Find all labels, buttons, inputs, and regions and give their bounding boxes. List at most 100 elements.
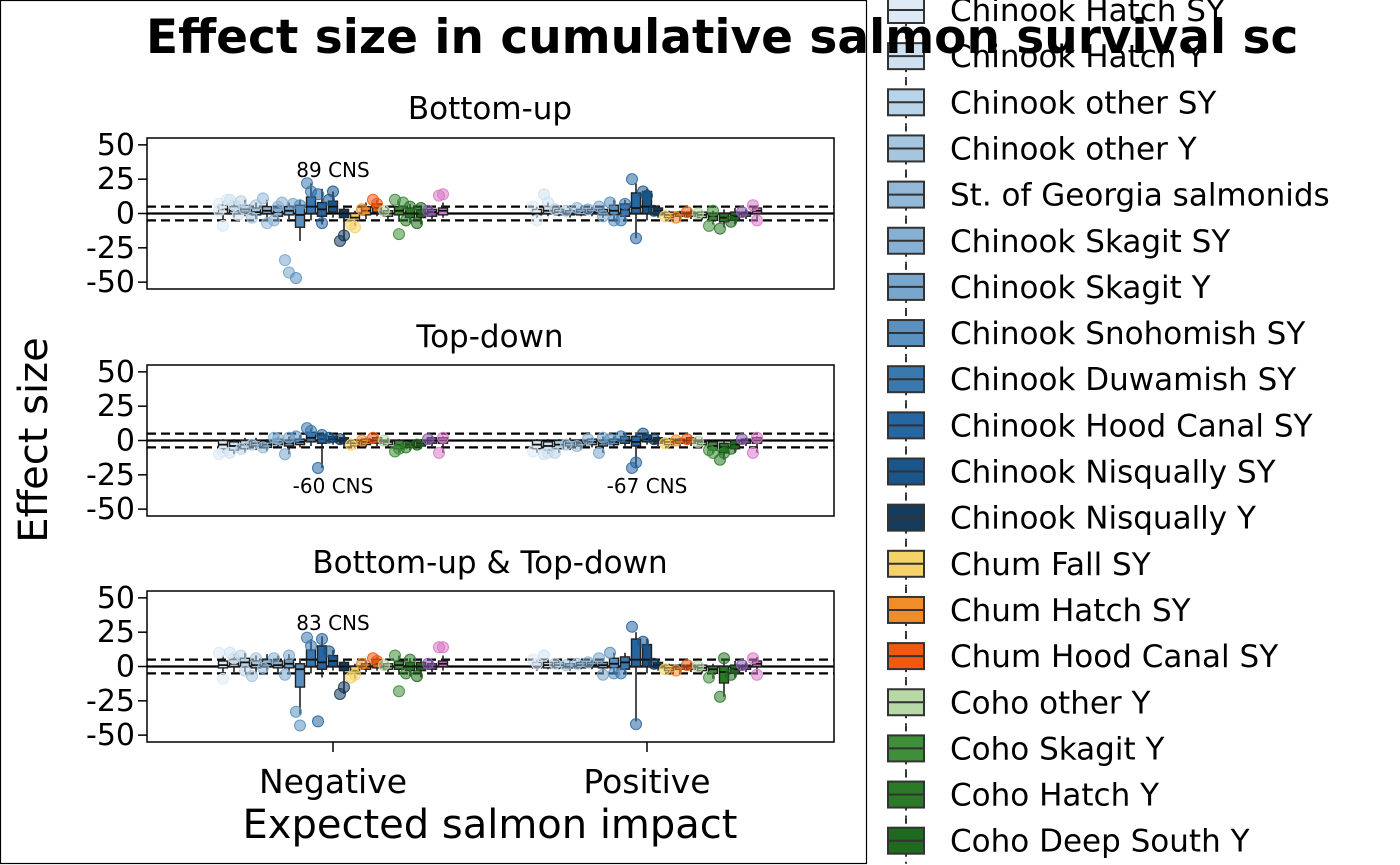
data-point [597, 668, 609, 681]
legend-label: Chinook Skagit Y [950, 270, 1211, 306]
data-point [272, 433, 284, 446]
data-point [411, 670, 423, 683]
y-tick-label: 50 [97, 355, 135, 390]
data-point [411, 438, 423, 451]
chart-title: Effect size in cumulative salmon surviva… [146, 10, 1298, 65]
data-point [604, 196, 616, 209]
data-point [213, 204, 225, 217]
data-point [582, 656, 594, 669]
data-point [316, 633, 328, 646]
data-point [411, 217, 423, 230]
legend-panel [868, 0, 1400, 865]
x-tick-label: Positive [583, 762, 710, 801]
data-point [294, 719, 306, 732]
data-point [312, 715, 324, 728]
box [316, 645, 328, 670]
data-point [714, 690, 726, 703]
data-point [290, 430, 302, 443]
data-point [549, 203, 561, 216]
data-point [571, 439, 583, 452]
data-point [670, 434, 682, 447]
data-point [279, 448, 291, 461]
box [305, 649, 317, 668]
data-point [615, 430, 627, 443]
y-axis-label: Effect size [11, 337, 57, 542]
y-tick-label: 25 [97, 615, 135, 650]
data-point [560, 204, 572, 217]
data-point [356, 203, 368, 216]
box [630, 192, 642, 215]
data-point [571, 657, 583, 670]
legend-label: Chum Hatch SY [950, 593, 1191, 629]
data-point [626, 173, 638, 186]
data-point [393, 228, 405, 241]
data-point [659, 437, 671, 450]
data-point [604, 646, 616, 659]
data-point [312, 461, 324, 474]
legend-label: Chinook other Y [950, 131, 1197, 167]
box [630, 638, 642, 668]
data-point [345, 438, 357, 451]
data-point [268, 214, 280, 227]
data-point [747, 446, 759, 459]
data-point [393, 685, 405, 698]
data-point [641, 189, 653, 202]
data-point [714, 222, 726, 235]
data-point [349, 221, 361, 234]
data-point [283, 649, 295, 662]
data-point [217, 672, 229, 685]
data-point [290, 272, 302, 285]
legend-label: St. of Georgia salmonids [950, 178, 1330, 214]
data-point [437, 641, 449, 654]
data-point [707, 204, 719, 217]
y-tick-label: -25 [86, 458, 135, 493]
legend-label: Chinook Hatch Y [950, 39, 1205, 75]
legend-label: Chinook other SY [950, 85, 1216, 121]
data-point [637, 635, 649, 648]
data-point [316, 217, 328, 230]
y-tick-label: 25 [97, 162, 135, 197]
data-point [626, 620, 638, 633]
panel-annotation: -67 CNS [607, 474, 688, 498]
data-point [615, 667, 627, 680]
panel-annotation: 89 CNS [296, 158, 369, 182]
y-tick-label: 0 [116, 424, 135, 459]
legend-label: Chinook Skagit SY [950, 224, 1230, 260]
y-tick-label: 50 [97, 128, 135, 163]
data-point [378, 659, 390, 672]
data-point [334, 433, 346, 446]
panel-annotation: 83 CNS [296, 611, 369, 635]
data-point [257, 192, 269, 205]
data-point [527, 445, 539, 458]
data-point [593, 446, 605, 459]
data-point [736, 433, 748, 446]
data-point [257, 441, 269, 454]
data-point [312, 188, 324, 201]
data-point [327, 185, 339, 198]
data-point [235, 442, 247, 455]
data-point [250, 652, 262, 665]
panel-title-combined: Bottom-up & Top-down [312, 545, 667, 581]
data-point [630, 232, 642, 245]
data-point [213, 646, 225, 659]
data-point [703, 671, 715, 684]
panel-annotation: -60 CNS [293, 474, 374, 498]
legend-label: Chinook Snohomish SY [950, 316, 1305, 352]
data-point [718, 652, 730, 665]
legend-label: Coho Skagit Y [950, 731, 1164, 767]
data-point [560, 659, 572, 672]
data-point [531, 214, 543, 227]
data-point [648, 657, 660, 670]
data-point [670, 664, 682, 677]
data-point [217, 219, 229, 232]
data-point [604, 433, 616, 446]
y-tick-label: -25 [86, 684, 135, 719]
data-point [400, 667, 412, 680]
data-point [400, 214, 412, 227]
legend-label: Chum Hood Canal SY [950, 639, 1278, 675]
x-tick-label: Negative [259, 762, 407, 801]
y-tick-label: -50 [86, 492, 135, 527]
data-point [338, 681, 350, 694]
